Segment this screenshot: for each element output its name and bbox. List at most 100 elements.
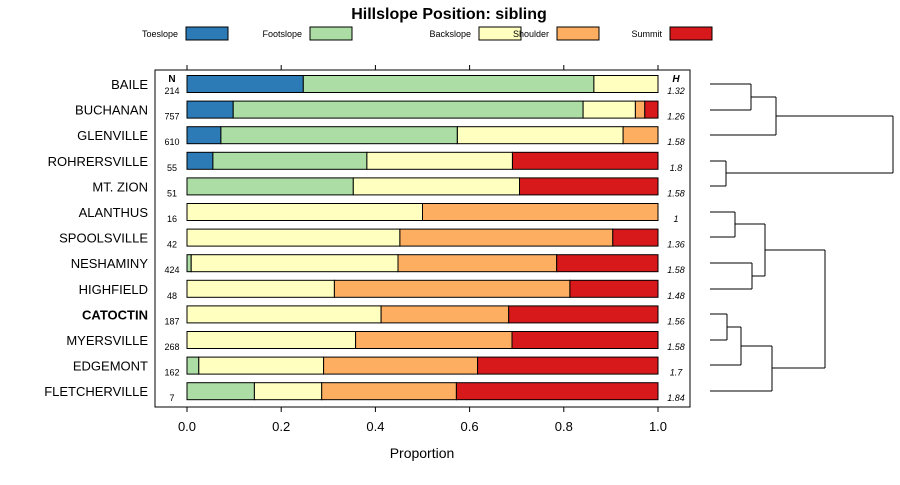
dendrogram-branch — [710, 160, 727, 187]
row-label: ALANTHUS — [79, 205, 149, 220]
row-label: CATOCTIN — [82, 307, 148, 322]
n-value: 48 — [167, 291, 177, 301]
bar-segment-backslope — [186, 228, 401, 247]
bar-segment-summit — [477, 356, 659, 375]
h-value: 1.58 — [667, 342, 685, 352]
n-value: 610 — [164, 137, 179, 147]
n-value: 42 — [167, 240, 177, 250]
h-value: 1.8 — [670, 163, 683, 173]
bar-segment-backslope — [582, 100, 636, 119]
h-value: 1.48 — [667, 291, 685, 301]
legend-swatch-summit — [669, 26, 713, 41]
bar-segment-footslope — [186, 177, 354, 196]
bar-segment-shoulder — [622, 126, 659, 145]
h-value: 1.58 — [667, 265, 685, 275]
legend-swatch-toeslope — [185, 26, 229, 41]
bar-segment-summit — [612, 228, 659, 247]
bar-segment-summit — [512, 151, 659, 170]
dendrogram-branch — [735, 223, 766, 277]
bar-segment-footslope — [212, 151, 368, 170]
h-header: H — [672, 74, 680, 85]
bar-segment-shoulder — [397, 254, 558, 273]
bar-segment-footslope — [186, 382, 255, 401]
bar-segment-backslope — [253, 382, 323, 401]
bar-segment-shoulder — [422, 203, 659, 221]
n-value: 268 — [164, 342, 179, 352]
bar-segment-footslope — [232, 100, 584, 119]
bar-segment-footslope — [186, 254, 192, 273]
row-label: MYERSVILLE — [66, 333, 148, 348]
bar-segment-backslope — [456, 126, 624, 145]
legend-label: Shoulder — [513, 29, 549, 39]
dendrogram-branch — [710, 83, 752, 111]
row-label: EDGEMONT — [73, 359, 148, 374]
plot-frame — [154, 69, 691, 408]
n-value: 187 — [164, 316, 179, 326]
x-axis: 0.0 0.2 0.4 0.6 0.8 1.0 — [178, 65, 667, 434]
n-value: 16 — [167, 214, 177, 224]
dendrogram-branch — [726, 115, 894, 174]
bar-segment-shoulder — [323, 356, 479, 375]
bar-segment-shoulder — [380, 305, 510, 324]
bar-segment-shoulder — [634, 100, 646, 119]
x-tick-label: 0.0 — [178, 419, 196, 434]
n-value: 55 — [167, 163, 177, 173]
h-value: 1.36 — [667, 240, 685, 250]
x-tick-label: 0.2 — [272, 419, 290, 434]
n-header: N — [168, 74, 175, 85]
legend-swatch-shoulder — [556, 26, 600, 41]
bar-segment-footslope — [220, 126, 458, 145]
h-value: 1.26 — [667, 112, 685, 122]
dendrogram-branch — [710, 313, 728, 341]
row-label: BAILE — [111, 77, 148, 92]
row-label: MT. ZION — [92, 179, 148, 194]
row-label: SPOOLSVILLE — [59, 231, 148, 246]
bar-segment-summit — [569, 279, 659, 298]
row-label: HIGHFIELD — [79, 282, 148, 297]
row-labels: BAILE 214 1.32 BUCHANAN 757 1.26 GLENVILLE 610 1… — [44, 77, 685, 403]
n-value: 757 — [164, 112, 179, 122]
n-value: 214 — [164, 86, 179, 96]
n-value: 162 — [164, 368, 179, 378]
bar-segment-shoulder — [399, 228, 614, 247]
bar-segment-backslope — [186, 203, 423, 221]
dendrogram-branch — [710, 326, 742, 366]
bar-segment-summit — [508, 305, 659, 324]
bar-segment-footslope — [186, 356, 200, 375]
bar-segment-backslope — [190, 254, 399, 273]
legend-label: Toeslope — [142, 29, 178, 39]
row-label: BUCHANAN — [75, 103, 148, 118]
dendrogram-branch — [765, 249, 826, 369]
legend: Toeslope Footslope Backslope Shoulder Summit — [142, 26, 713, 41]
legend-label: Backslope — [429, 29, 471, 39]
bar-segment-backslope — [186, 331, 357, 349]
bar-segment-backslope — [352, 177, 521, 196]
h-value: 1 — [673, 214, 678, 224]
dendrogram — [710, 83, 894, 392]
n-value: 7 — [169, 393, 174, 403]
dendrogram-branch — [710, 262, 753, 290]
legend-label: Summit — [631, 29, 662, 39]
chart-title: Hillslope Position: sibling — [351, 6, 547, 23]
h-value: 1.84 — [667, 393, 685, 403]
bar-segment-summit — [556, 254, 659, 273]
x-tick-label: 0.8 — [555, 419, 573, 434]
bar-segment-backslope — [198, 356, 325, 375]
h-value: 1.7 — [670, 368, 684, 378]
row-label: FLETCHERVILLE — [44, 384, 148, 399]
h-value: 1.32 — [667, 86, 685, 96]
bar-segment-toeslope — [186, 151, 214, 170]
legend-swatch-footslope — [309, 26, 353, 41]
bar-segment-summit — [519, 177, 659, 196]
bar-segment-summit — [644, 100, 659, 119]
legend-label: Footslope — [262, 29, 302, 39]
n-value: 51 — [167, 188, 177, 198]
bar-segment-shoulder — [333, 279, 571, 298]
bar-segment-summit — [511, 331, 659, 349]
x-axis-label: Proportion — [390, 445, 455, 461]
legend-swatch-backslope — [478, 26, 522, 41]
row-label: GLENVILLE — [77, 128, 148, 143]
x-tick-label: 1.0 — [649, 419, 667, 434]
row-label: NESHAMINY — [71, 256, 149, 271]
